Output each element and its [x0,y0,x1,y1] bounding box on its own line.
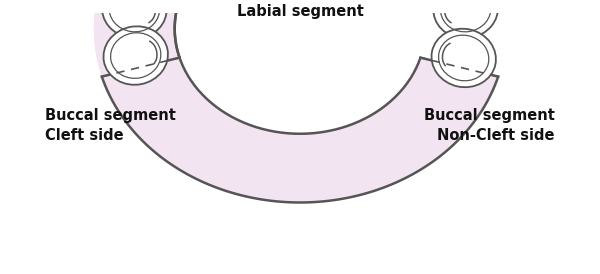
Text: Buccal segment
Non-Cleft side: Buccal segment Non-Cleft side [424,108,554,143]
Ellipse shape [102,0,167,38]
Ellipse shape [431,29,496,87]
Text: Labial segment: Labial segment [236,4,364,19]
Polygon shape [94,0,498,202]
Text: Buccal segment
Cleft side: Buccal segment Cleft side [46,108,176,143]
Polygon shape [94,0,194,77]
Ellipse shape [433,0,498,38]
Ellipse shape [103,26,168,85]
